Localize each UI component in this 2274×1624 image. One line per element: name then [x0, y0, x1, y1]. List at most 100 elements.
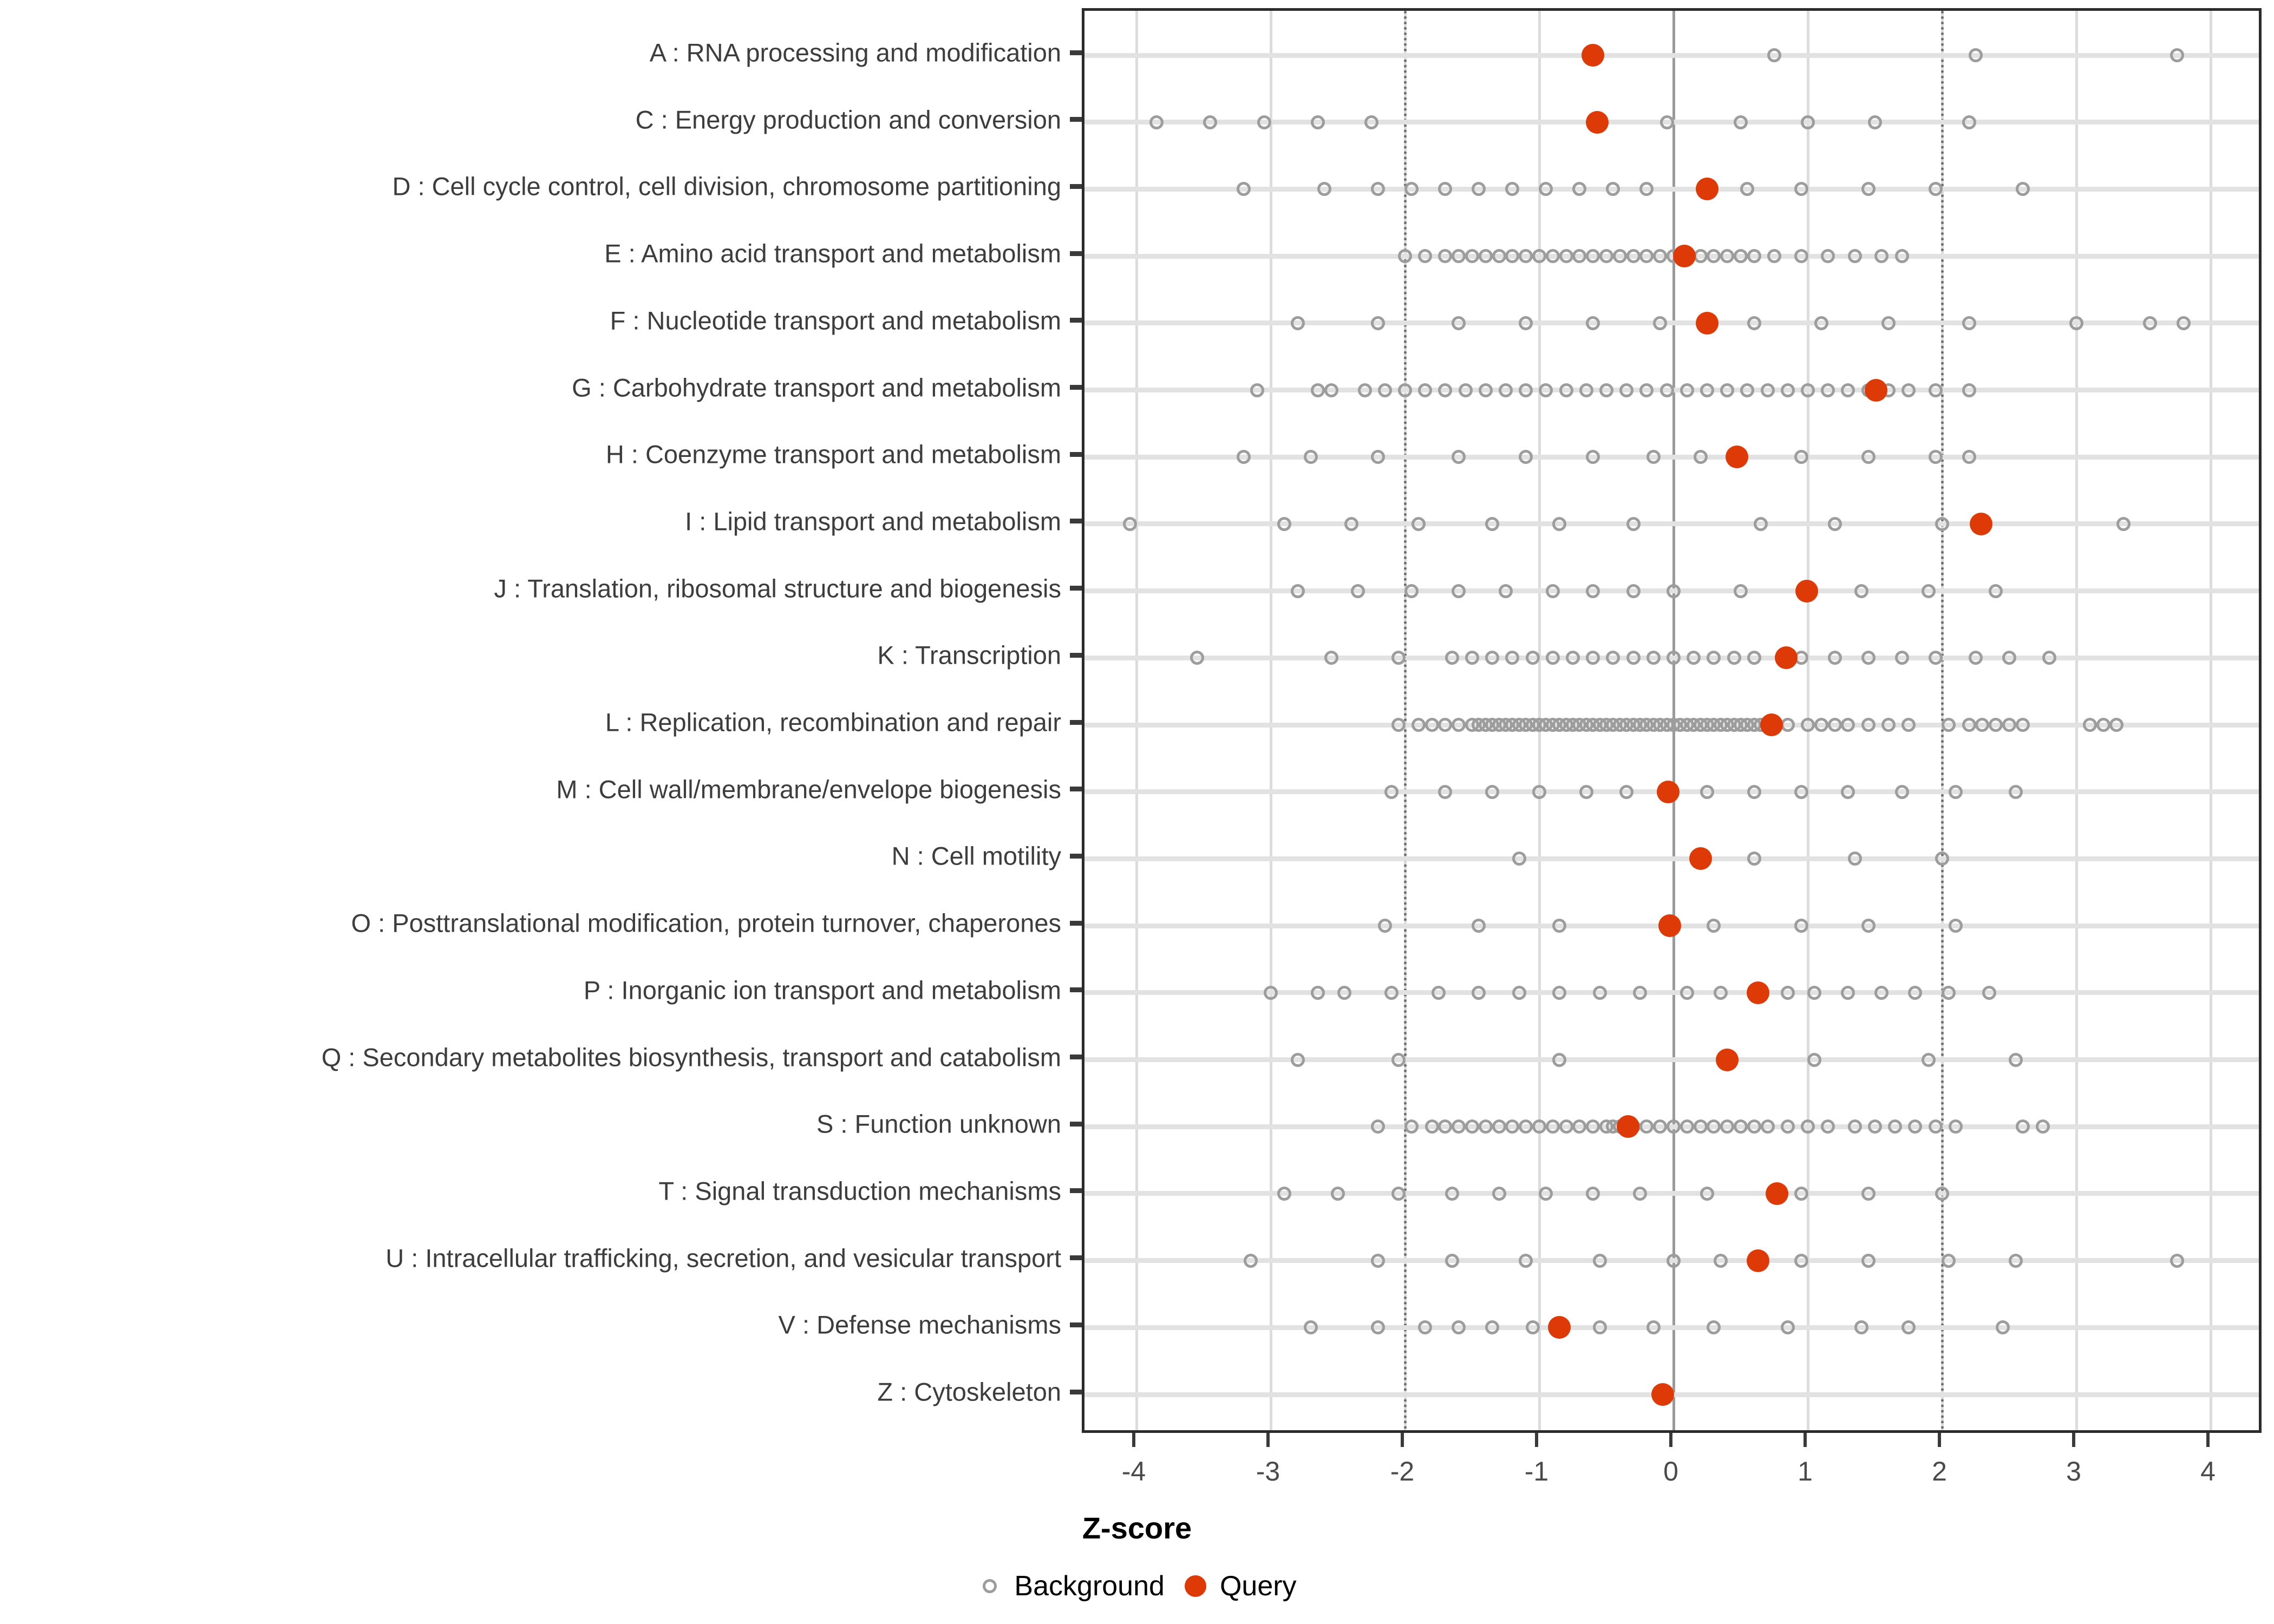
query-point[interactable]: [1672, 245, 1696, 268]
query-point[interactable]: [1747, 981, 1770, 1004]
background-point: [1861, 718, 1876, 732]
background-point: [1572, 1119, 1587, 1134]
background-point: [1545, 584, 1560, 598]
background-point: [1438, 182, 1453, 197]
query-point[interactable]: [1716, 1048, 1739, 1071]
background-point: [1901, 383, 1916, 397]
x-axis-tick-label: -1: [1524, 1456, 1549, 1487]
x-axis-tick: [1938, 1433, 1941, 1447]
query-point[interactable]: [1696, 178, 1718, 201]
background-point: [1606, 182, 1620, 197]
query-point[interactable]: [1969, 512, 1992, 535]
background-point: [1519, 316, 1533, 330]
background-point: [1418, 1320, 1433, 1335]
query-point[interactable]: [1616, 1115, 1639, 1138]
background-point: [2116, 516, 2131, 531]
background-point: [1922, 1052, 1936, 1067]
y-axis-label-v: V : Defense mechanisms: [778, 1310, 1061, 1339]
background-point: [1545, 249, 1560, 264]
background-point: [1962, 383, 1976, 397]
query-point[interactable]: [1658, 914, 1681, 938]
query-point[interactable]: [1725, 446, 1748, 469]
y-axis-tick: [1070, 1389, 1082, 1394]
y-axis-tick: [1070, 853, 1082, 859]
query-point[interactable]: [1747, 1249, 1770, 1272]
background-point: [1592, 1253, 1607, 1268]
x-axis-tick: [2206, 1433, 2210, 1447]
background-point: [1881, 718, 1896, 732]
y-axis-tick: [1070, 451, 1082, 457]
background-point: [1391, 651, 1406, 665]
background-point: [1861, 182, 1876, 197]
query-point[interactable]: [1548, 1316, 1571, 1339]
background-point: [2009, 784, 2023, 799]
background-point: [1250, 383, 1265, 397]
background-point: [1861, 1186, 1876, 1201]
background-point: [1539, 1186, 1553, 1201]
background-point: [1525, 1320, 1540, 1335]
query-point[interactable]: [1865, 378, 1888, 402]
query-point[interactable]: [1657, 780, 1680, 803]
background-point: [1371, 1320, 1386, 1335]
background-point: [1586, 316, 1600, 330]
background-point: [1485, 516, 1500, 531]
y-axis-tick: [1070, 50, 1082, 55]
background-point: [2036, 1119, 2050, 1134]
background-point: [1485, 1320, 1500, 1335]
background-point: [1586, 1186, 1600, 1201]
background-point: [1720, 1119, 1735, 1134]
legend-item-query[interactable]: Query: [1183, 1570, 1297, 1602]
background-point: [1680, 1119, 1694, 1134]
background-point: [1264, 985, 1278, 1000]
background-point: [1525, 651, 1540, 665]
background-point: [1700, 1186, 1714, 1201]
legend-item-background[interactable]: Background: [977, 1570, 1165, 1602]
background-point: [1801, 1119, 1815, 1134]
background-point: [1626, 584, 1641, 598]
query-point[interactable]: [1582, 44, 1605, 67]
y-axis-tick: [1070, 318, 1082, 323]
background-point: [1532, 1119, 1546, 1134]
background-point: [1908, 985, 1923, 1000]
background-point: [1310, 383, 1325, 397]
x-axis-tick-label: 4: [2200, 1456, 2216, 1487]
x-axis-tick-label: 3: [2066, 1456, 2081, 1487]
y-axis-label-l: L : Replication, recombination and repai…: [605, 708, 1061, 737]
background-point: [1928, 1119, 1943, 1134]
query-point[interactable]: [1795, 579, 1818, 603]
query-point[interactable]: [1765, 1182, 1788, 1205]
background-point: [1492, 1186, 1506, 1201]
background-point: [1472, 919, 1486, 933]
query-point[interactable]: [1651, 1383, 1675, 1406]
background-point: [1519, 249, 1533, 264]
background-point: [1559, 383, 1573, 397]
background-point: [1304, 1320, 1318, 1335]
background-point: [1801, 718, 1815, 732]
background-point: [1552, 516, 1567, 531]
background-point: [1465, 1119, 1479, 1134]
background-point: [1545, 651, 1560, 665]
horizontal-gridline: [1084, 1325, 2259, 1330]
background-point: [1888, 1119, 1903, 1134]
query-point[interactable]: [1585, 110, 1609, 134]
background-point: [2015, 182, 2030, 197]
background-point: [1559, 1119, 1573, 1134]
background-point: [1371, 1119, 1386, 1134]
background-point: [1304, 450, 1318, 464]
background-point: [1371, 316, 1386, 330]
y-axis-tick: [1070, 1322, 1082, 1327]
query-point[interactable]: [1689, 847, 1712, 870]
background-point: [1499, 383, 1513, 397]
background-point: [1989, 718, 2003, 732]
background-point: [2042, 651, 2057, 665]
reference-line-2: [1940, 11, 1944, 1430]
background-point: [1310, 985, 1325, 1000]
background-point: [1452, 450, 1466, 464]
query-point[interactable]: [1775, 646, 1798, 670]
query-point[interactable]: [1696, 311, 1718, 335]
query-point[interactable]: [1760, 713, 1783, 736]
background-point: [1767, 249, 1781, 264]
y-axis-label-a: A : RNA processing and modification: [649, 38, 1061, 67]
background-point: [1827, 651, 1842, 665]
y-axis-label-k: K : Transcription: [877, 640, 1061, 670]
